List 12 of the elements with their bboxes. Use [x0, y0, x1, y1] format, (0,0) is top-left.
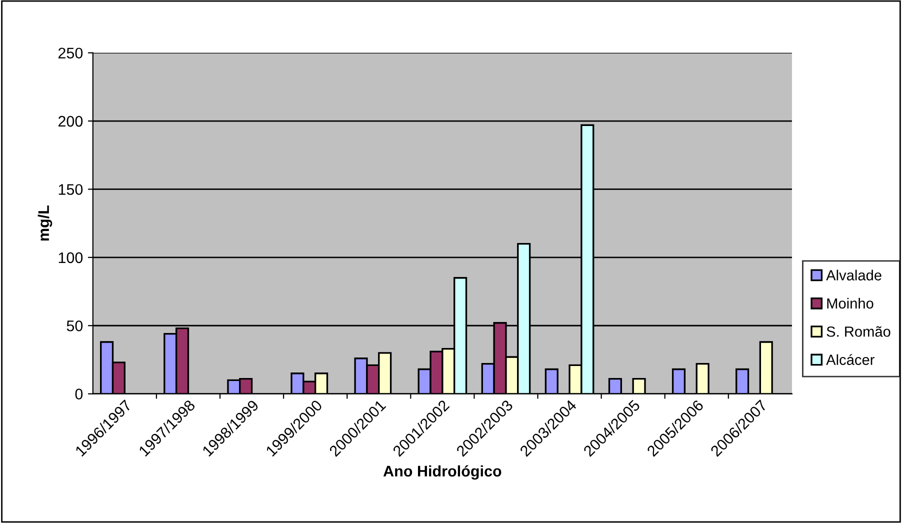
legend-label: S. Romão	[826, 326, 890, 337]
y-tick-label: 150	[58, 184, 83, 195]
legend-label: Alcácer	[826, 354, 874, 365]
legend-label: Alvalade	[826, 270, 882, 280]
y-tick-label: 100	[58, 252, 83, 264]
y-axis-title: mg/L	[38, 206, 52, 241]
y-tick-label: 0	[75, 388, 83, 400]
y-tick-label: 200	[58, 116, 83, 127]
y-tick-label: 250	[58, 48, 83, 59]
y-tick-label: 50	[66, 320, 83, 332]
x-axis-title: Ano Hidrológico	[383, 465, 502, 480]
legend-label: Moinho	[827, 298, 874, 309]
